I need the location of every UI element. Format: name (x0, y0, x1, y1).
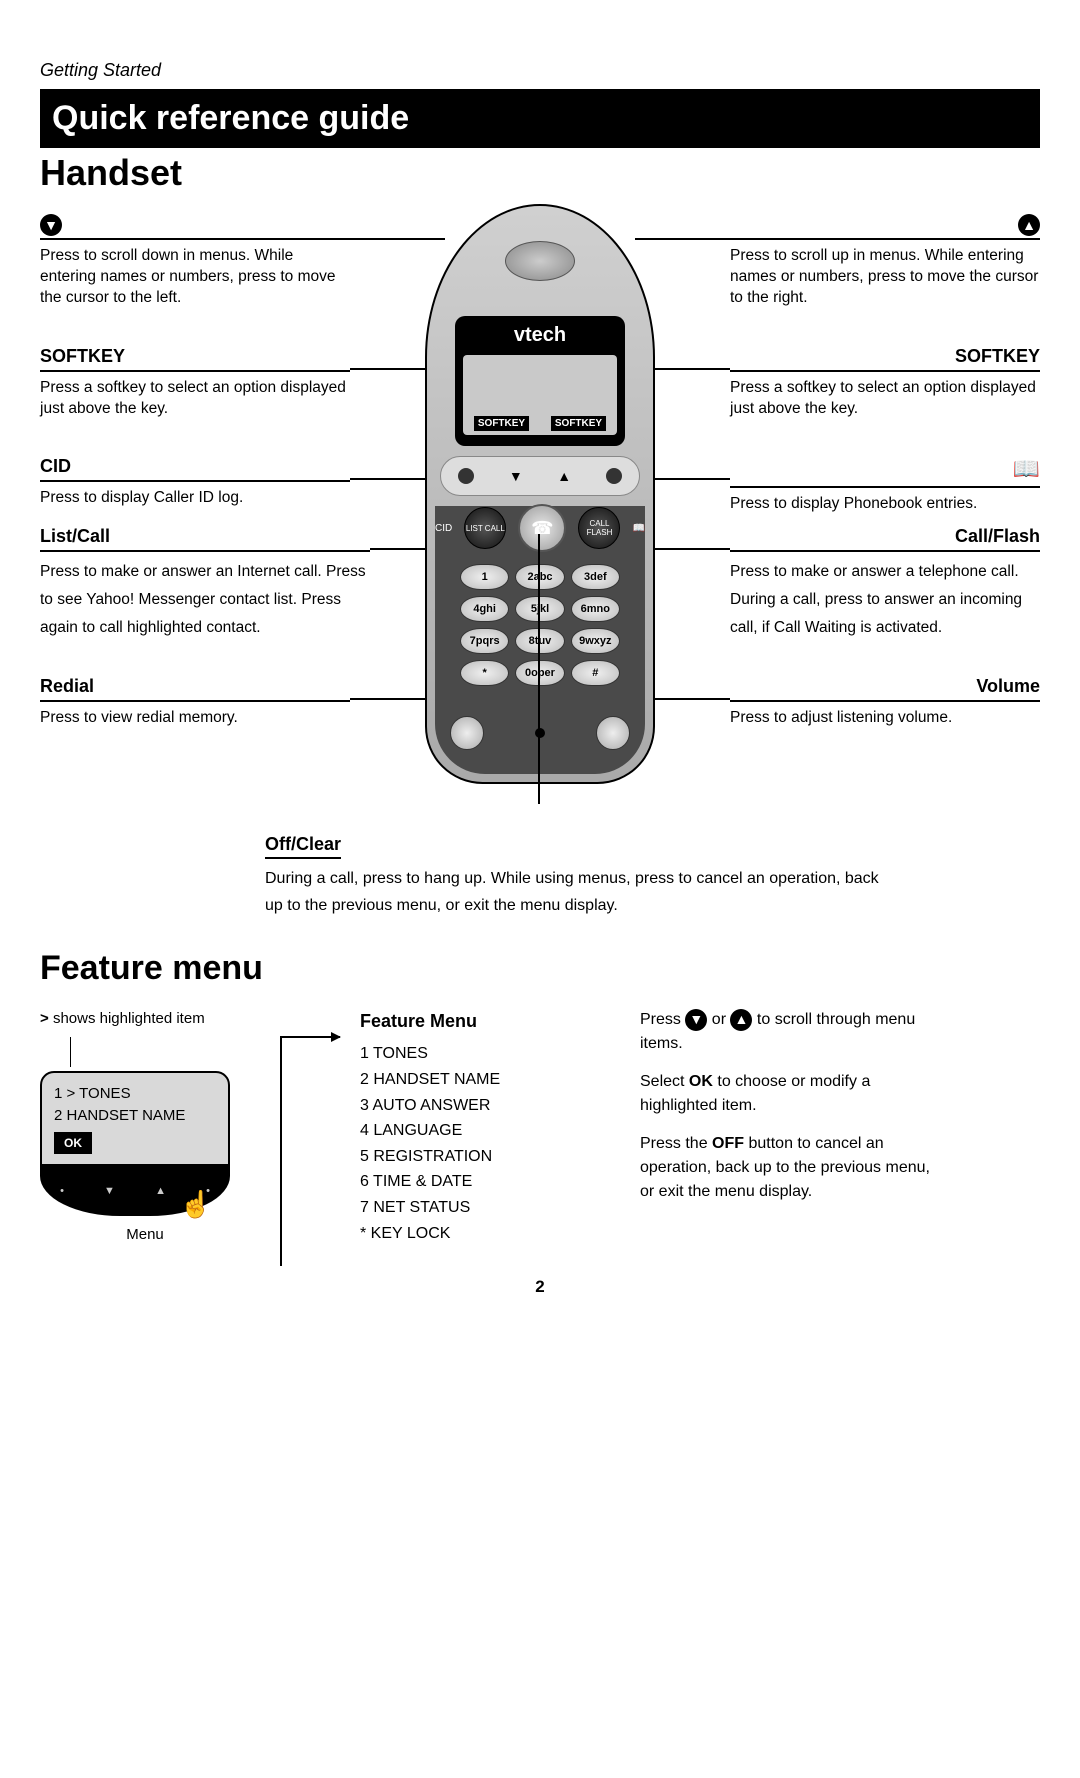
mini-line-1: 1 > TONES (54, 1083, 216, 1106)
feature-menu-heading: Feature Menu (360, 1008, 600, 1035)
phonebook-btn: 📖 (633, 523, 645, 534)
header-section: Getting Started (40, 60, 1040, 81)
key-2: 2abc (515, 564, 564, 590)
key-4: 4ghi (460, 596, 509, 622)
annot-redial: Redial Press to view redial memory. (40, 674, 350, 729)
key-3: 3def (571, 564, 620, 590)
softkey-left-btn (458, 468, 474, 484)
annot-cid: CID Press to display Caller ID log. (40, 454, 350, 509)
redial-btn (450, 716, 484, 750)
keypad: 1 2abc 3def 4ghi 5jkl 6mno 7pqrs 8tuv 9w… (460, 564, 620, 686)
annot-offclear: Off/Clear During a call, press to hang u… (265, 834, 895, 919)
key-0: 0oper (515, 660, 564, 686)
mini-ok: OK (54, 1132, 92, 1154)
subtitle: Handset (40, 152, 1040, 194)
handset-illustration: vtech SOFTKEY SOFTKEY ▼ ▲ CID LIST CALL … (425, 204, 655, 784)
mini-caption: Menu (40, 1224, 250, 1247)
cid-btn: CID (435, 523, 452, 534)
feature-area: > > shows highlighted itemshows highligh… (40, 1008, 1040, 1247)
annot-scroll-down: ▼ Press to scroll down in menus. While e… (40, 214, 350, 309)
page-title-bar: Quick reference guide (40, 89, 1040, 148)
annot-phonebook: 📖 Press to display Phonebook entries. (730, 454, 1040, 515)
annot-volume: Volume Press to adjust listening volume. (730, 674, 1040, 729)
key-6: 6mno (571, 596, 620, 622)
key-5: 5jkl (515, 596, 564, 622)
feature-menu-list: 1 TONES 2 HANDSET NAME 3 AUTO ANSWER 4 L… (360, 1041, 600, 1246)
down-arrow-icon: ▼ (685, 1009, 707, 1031)
nav-down-btn: ▼ (509, 468, 523, 484)
lcd-softkey-right: SOFTKEY (551, 416, 606, 431)
softkey-right-btn (606, 468, 622, 484)
key-8: 8tuv (515, 628, 564, 654)
feature-instructions: Press ▼ or ▲ to scroll through menu item… (640, 1008, 940, 1218)
microphone (535, 728, 545, 738)
annot-down-desc: Press to scroll down in menus. While ent… (40, 246, 350, 309)
down-arrow-icon: ▼ (40, 214, 62, 236)
annot-softkey-right: SOFTKEY Press a softkey to select an opt… (730, 344, 1040, 420)
feature-menu-title: Feature menu (40, 949, 1040, 988)
screen: vtech SOFTKEY SOFTKEY (455, 316, 625, 446)
key-7: 7pqrs (460, 628, 509, 654)
hand-cursor-icon: ☝ (180, 1185, 212, 1224)
up-arrow-icon: ▲ (730, 1009, 752, 1031)
up-arrow-icon: ▲ (1018, 214, 1040, 236)
off-clear-btn: ☎ (518, 504, 566, 552)
book-icon: 📖 (1013, 454, 1040, 484)
nav-up-btn: ▲ (557, 468, 571, 484)
lcd-softkey-left: SOFTKEY (474, 416, 529, 431)
mini-line-2: 2 HANDSET NAME (54, 1105, 216, 1128)
legend-note: > > shows highlighted itemshows highligh… (40, 1008, 250, 1031)
key-hash: # (571, 660, 620, 686)
key-9: 9wxyz (571, 628, 620, 654)
call-flash-btn: CALL FLASH (578, 507, 620, 549)
earpiece (505, 241, 575, 281)
mini-phone-illustration: 1 > TONES 2 HANDSET NAME OK •▼▲• ☝ (40, 1071, 230, 1217)
volume-btn (596, 716, 630, 750)
annot-softkey-left: SOFTKEY Press a softkey to select an opt… (40, 344, 350, 420)
handset-diagram: ▼ Press to scroll down in menus. While e… (40, 204, 1040, 824)
list-call-btn: LIST CALL (464, 507, 506, 549)
annot-scroll-up: ▲ Press to scroll up in menus. While ent… (730, 214, 1040, 309)
annot-listcall: List/Call Press to make or answer an Int… (40, 524, 370, 642)
key-1: 1 (460, 564, 509, 590)
brand-logo: vtech (463, 324, 617, 347)
softkey-row: ▼ ▲ (440, 456, 640, 496)
key-star: * (460, 660, 509, 686)
annot-callflash: Call/Flash Press to make or answer a tel… (730, 524, 1040, 642)
page-number: 2 (40, 1277, 1040, 1297)
